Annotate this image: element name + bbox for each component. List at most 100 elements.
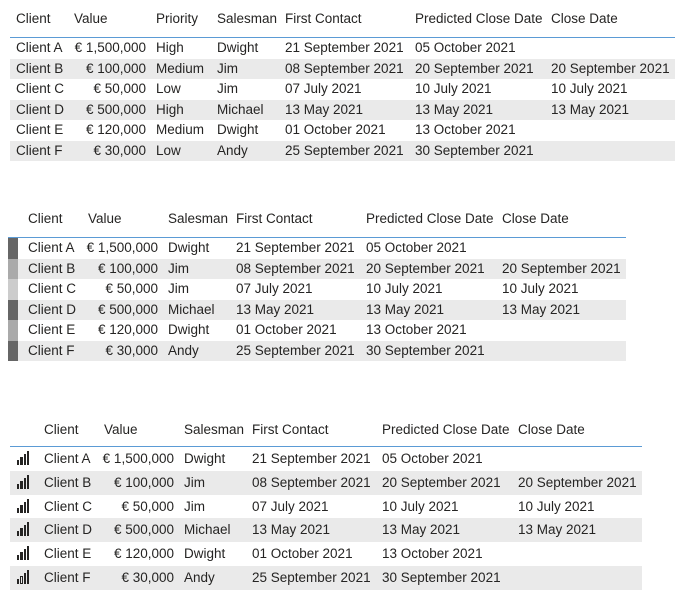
cell-client: Client C bbox=[44, 498, 93, 514]
signal-2-bars-icon bbox=[17, 546, 31, 561]
header-predicted-close-date[interactable]: Predicted Close Date bbox=[382, 422, 510, 437]
cell-salesman: Jim bbox=[168, 260, 189, 276]
cell-salesman: Dwight bbox=[168, 240, 210, 255]
table-with-signal-icons: Client Value Salesman First Contact Pred… bbox=[10, 410, 642, 590]
header-priority[interactable]: Priority bbox=[156, 11, 199, 26]
header-close-date[interactable]: Close Date bbox=[551, 11, 618, 26]
cell-close-date: 10 July 2021 bbox=[518, 498, 595, 514]
cell-client: Client F bbox=[44, 569, 91, 585]
cell-predicted-close-date: 13 May 2021 bbox=[366, 301, 445, 317]
cell-value: € 500,000 bbox=[97, 301, 158, 317]
header-client[interactable]: Client bbox=[28, 211, 63, 226]
cell-client: Client A bbox=[28, 240, 75, 255]
cell-value: € 30,000 bbox=[105, 342, 158, 358]
header-first-contact[interactable]: First Contact bbox=[285, 11, 362, 26]
cell-first-contact: 25 September 2021 bbox=[252, 569, 371, 585]
table-with-color-indicator: Client Value Salesman First Contact Pred… bbox=[8, 200, 626, 361]
cell-value: € 100,000 bbox=[97, 260, 158, 276]
cell-predicted-close-date: 13 October 2021 bbox=[382, 546, 483, 562]
header-client[interactable]: Client bbox=[16, 11, 51, 26]
cell-first-contact: 25 September 2021 bbox=[285, 142, 404, 158]
cell-client: Client D bbox=[44, 522, 93, 538]
header-salesman[interactable]: Salesman bbox=[217, 11, 278, 26]
table-row[interactable]: Client C € 50,000 Jim 07 July 2021 10 July 2… bbox=[8, 279, 626, 300]
cell-first-contact: 01 October 2021 bbox=[285, 122, 386, 137]
cell-value: € 1,500,000 bbox=[74, 40, 146, 55]
cell-value: € 120,000 bbox=[113, 546, 174, 562]
cell-predicted-close-date: 20 September 2021 bbox=[366, 260, 485, 276]
priority-color-indicator bbox=[8, 258, 18, 279]
table-row[interactable]: Client F € 30,000 Andy 25 September 2021 30 … bbox=[10, 565, 642, 590]
priority-color-indicator bbox=[8, 238, 18, 259]
table-row[interactable]: Client B € 100,000 Jim 08 September 2021 20 … bbox=[8, 258, 626, 279]
header-first-contact[interactable]: First Contact bbox=[236, 211, 313, 226]
cell-salesman: Dwight bbox=[168, 322, 210, 337]
cell-priority: High bbox=[156, 40, 184, 55]
cell-client: Client F bbox=[28, 342, 75, 358]
cell-first-contact: 07 July 2021 bbox=[285, 81, 362, 96]
priority-color-indicator bbox=[8, 340, 18, 361]
cell-salesman: Andy bbox=[184, 569, 215, 585]
header-predicted-close-date[interactable]: Predicted Close Date bbox=[366, 211, 494, 226]
cell-salesman: Jim bbox=[184, 498, 205, 514]
cell-first-contact: 08 September 2021 bbox=[236, 260, 355, 276]
priority-color-indicator bbox=[8, 279, 18, 300]
cell-first-contact: 13 May 2021 bbox=[236, 301, 315, 317]
table-row[interactable]: Client A € 1,500,000 Dwight 21 September 20… bbox=[10, 447, 642, 471]
header-close-date[interactable]: Close Date bbox=[502, 211, 569, 226]
cell-predicted-close-date: 20 September 2021 bbox=[382, 474, 501, 490]
cell-predicted-close-date: 10 July 2021 bbox=[382, 498, 459, 514]
cell-priority: Low bbox=[156, 81, 181, 96]
cell-client: Client B bbox=[16, 60, 64, 76]
cell-client: Client E bbox=[28, 322, 76, 337]
table-row[interactable]: Client D € 500,000 Michael 13 May 2021 13 Ma… bbox=[8, 299, 626, 320]
table-row[interactable]: Client B € 100,000 Jim 08 September 2021 20 … bbox=[10, 470, 642, 495]
table-row[interactable]: Client D € 500,000 High Michael 13 May 2021 1… bbox=[10, 99, 675, 120]
table-row[interactable]: Client A € 1,500,000 High Dwight 21 Septembe… bbox=[10, 38, 675, 59]
cell-first-contact: 13 May 2021 bbox=[285, 101, 364, 117]
table-row[interactable]: Client A € 1,500,000 Dwight 21 September 20… bbox=[8, 238, 626, 259]
cell-first-contact: 01 October 2021 bbox=[236, 322, 337, 337]
cell-salesman: Dwight bbox=[217, 122, 259, 137]
cell-priority: Medium bbox=[156, 122, 205, 137]
table-row[interactable]: Client E € 120,000 Dwight 01 October 2021 13… bbox=[10, 542, 642, 566]
cell-value: € 500,000 bbox=[113, 522, 174, 538]
cell-priority: Low bbox=[156, 142, 181, 158]
table-row[interactable]: Client F € 30,000 Andy 25 September 2021 30 … bbox=[8, 340, 626, 361]
cell-predicted-close-date: 13 May 2021 bbox=[382, 522, 461, 538]
table-row[interactable]: Client C € 50,000 Low Jim 07 July 2021 10 Jul… bbox=[10, 79, 675, 100]
cell-predicted-close-date: 30 September 2021 bbox=[382, 569, 501, 585]
table-row[interactable]: Client B € 100,000 Medium Jim 08 September 2… bbox=[10, 58, 675, 79]
header-first-contact[interactable]: First Contact bbox=[252, 422, 329, 437]
signal-1-bar-icon bbox=[17, 569, 31, 584]
header-predicted-close-date[interactable]: Predicted Close Date bbox=[415, 11, 543, 26]
cell-close-date: 20 September 2021 bbox=[502, 260, 621, 276]
cell-client: Client D bbox=[16, 101, 65, 117]
cell-value: € 1,500,000 bbox=[102, 451, 174, 466]
header-value[interactable]: Value bbox=[104, 422, 138, 437]
cell-close-date: 13 May 2021 bbox=[502, 301, 581, 317]
priority-color-indicator bbox=[8, 320, 18, 341]
cell-predicted-close-date: 13 October 2021 bbox=[366, 322, 467, 337]
cell-client: Client E bbox=[16, 122, 64, 137]
cell-salesman: Dwight bbox=[184, 451, 226, 466]
header-close-date[interactable]: Close Date bbox=[518, 422, 585, 437]
cell-client: Client A bbox=[16, 40, 63, 55]
cell-salesman: Jim bbox=[168, 281, 189, 296]
table-body: Client A € 1,500,000 High Dwight 21 Septembe… bbox=[10, 38, 675, 161]
table-row[interactable]: Client F € 30,000 Low Andy 25 September 2021… bbox=[10, 140, 675, 161]
header-salesman[interactable]: Salesman bbox=[168, 211, 229, 226]
table-row[interactable]: Client E € 120,000 Dwight 01 October 2021 13… bbox=[8, 320, 626, 341]
header-value[interactable]: Value bbox=[74, 11, 108, 26]
header-salesman[interactable]: Salesman bbox=[184, 422, 245, 437]
cell-value: € 1,500,000 bbox=[86, 240, 158, 255]
table-row[interactable]: Client C € 50,000 Jim 07 July 2021 10 July 2… bbox=[10, 495, 642, 519]
header-value[interactable]: Value bbox=[88, 211, 122, 226]
header-client[interactable]: Client bbox=[44, 422, 79, 437]
table-header: Client Value Priority Salesman First Con… bbox=[10, 0, 675, 38]
table-row[interactable]: Client E € 120,000 Medium Dwight 01 October … bbox=[10, 120, 675, 141]
cell-first-contact: 13 May 2021 bbox=[252, 522, 331, 538]
cell-first-contact: 08 September 2021 bbox=[252, 474, 371, 490]
cell-close-date: 13 May 2021 bbox=[551, 101, 630, 117]
table-row[interactable]: Client D € 500,000 Michael 13 May 2021 13 Ma… bbox=[10, 518, 642, 543]
